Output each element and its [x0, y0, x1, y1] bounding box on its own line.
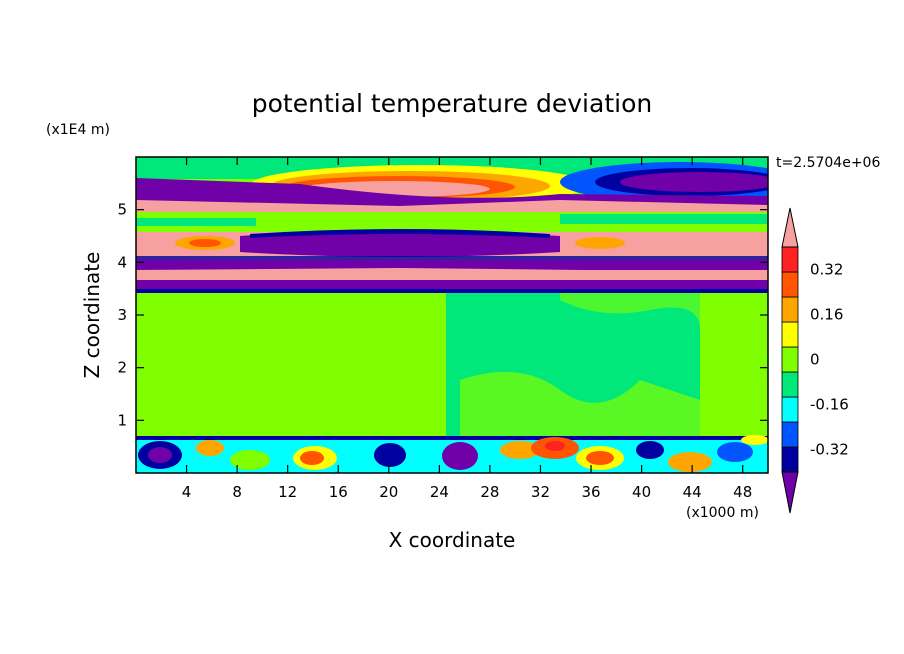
- x-axis-label: X coordinate: [389, 528, 516, 552]
- x-tick-label: 16: [329, 483, 348, 501]
- y-tick-label: 5: [117, 201, 127, 219]
- y-tick-label: 4: [117, 253, 127, 271]
- colorbar: 0.32 0.16 0 -0.16 -0.32: [781, 207, 849, 514]
- x-tick-label: 24: [430, 483, 449, 501]
- colorbar-over-triangle: [781, 207, 799, 248]
- colorbar-swatch: [781, 346, 799, 373]
- x-unit-label: (x1000 m): [686, 505, 759, 521]
- colorbar-tick-labels: 0.32 0.16 0 -0.16 -0.32: [810, 261, 849, 459]
- contour-field: [136, 157, 768, 473]
- x-tick-label: 4: [182, 483, 192, 501]
- x-tick-label: 28: [480, 483, 499, 501]
- x-tick-label: 36: [581, 483, 600, 501]
- colorbar-under-triangle: [781, 471, 799, 514]
- colorbar-swatch: [781, 421, 799, 448]
- colorbar-swatch: [781, 396, 799, 423]
- y-tick-label: 2: [117, 359, 127, 377]
- colorbar-swatch: [781, 371, 799, 398]
- colorbar-swatch: [781, 271, 799, 298]
- x-tick-label: 44: [683, 483, 702, 501]
- colorbar-tick-label: -0.16: [810, 396, 849, 414]
- y-axis-label: Z coordinate: [80, 252, 104, 379]
- x-tick-label: 32: [531, 483, 550, 501]
- colorbar-tick-label: 0.32: [810, 261, 843, 279]
- y-axis-ticks: 1 2 3 4 5: [117, 201, 768, 429]
- x-tick-label: 20: [379, 483, 398, 501]
- chart-title: potential temperature deviation: [252, 89, 652, 118]
- y-unit-label: (x1E4 m): [46, 122, 110, 138]
- x-tick-label: 12: [278, 483, 297, 501]
- colorbar-tick-label: 0: [810, 351, 820, 369]
- colorbar-swatch: [781, 446, 799, 473]
- x-axis-ticks: 4 8 12 16 20 24 28 32 36 40 44 48: [182, 157, 752, 501]
- x-tick-label: 40: [632, 483, 651, 501]
- colorbar-tick-label: 0.16: [810, 306, 843, 324]
- time-label: t=2.5704e+06: [776, 155, 880, 171]
- y-tick-label: 3: [117, 306, 127, 324]
- colorbar-swatches: [781, 246, 799, 473]
- colorbar-swatch: [781, 321, 799, 348]
- colorbar-swatch: [781, 246, 799, 273]
- y-tick-label: 1: [117, 411, 127, 429]
- x-tick-label: 48: [733, 483, 752, 501]
- colorbar-swatch: [781, 296, 799, 323]
- colorbar-tick-label: -0.32: [810, 441, 849, 459]
- x-tick-label: 8: [232, 483, 242, 501]
